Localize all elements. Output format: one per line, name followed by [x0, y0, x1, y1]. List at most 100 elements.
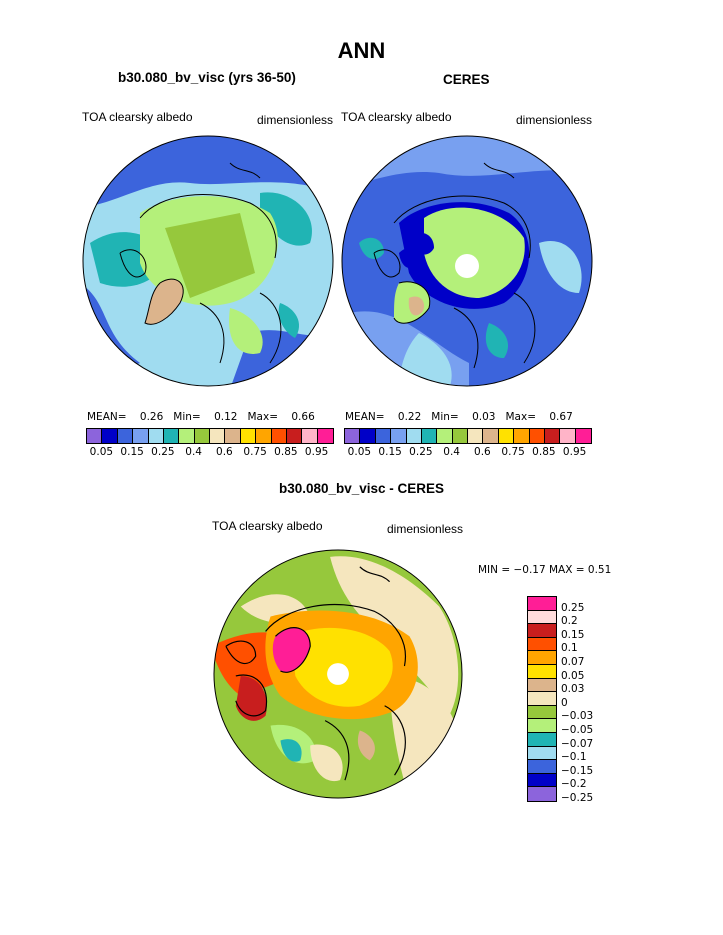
colorbar-swatch	[528, 624, 556, 638]
colorbar-tick-label: 0.4	[443, 446, 460, 458]
colorbar-tick-label: 0.25	[561, 601, 585, 614]
panel1-units-label: dimensionless	[257, 113, 334, 127]
colorbar-tick-label: 0.05	[89, 446, 114, 458]
panel1-case-title: b30.080_bv_visc (yrs 36-50)	[118, 70, 296, 85]
panel2-mean-value: 0.22	[397, 411, 422, 423]
panel2-max-value: 0.67	[549, 411, 573, 423]
panel3-case-title: b30.080_bv_visc - CERES	[278, 481, 445, 496]
colorbar-swatch	[528, 651, 556, 665]
colorbar-swatch	[483, 429, 499, 443]
colorbar-swatch	[529, 429, 545, 443]
colorbar-tick-label: 0.25	[151, 446, 175, 458]
colorbar-swatch	[528, 637, 556, 652]
colorbar-swatch	[528, 773, 556, 788]
colorbar-tick-label: 0.4	[185, 446, 202, 458]
panel2-mean-label: MEAN=	[345, 411, 385, 423]
colorbar-tick-label: 0.85	[532, 446, 556, 458]
colorbar-swatch	[544, 429, 561, 443]
panel2-stats: MEAN= 0.22 Min= 0.03 Max= 0.67	[345, 411, 573, 423]
colorbar-swatch	[528, 597, 556, 611]
colorbar-tick-label: 0.07	[561, 656, 585, 668]
colorbar-tick-label: 0.05	[561, 669, 585, 682]
panel2-variable-label: TOA clearsky albedo	[341, 110, 452, 124]
colorbar-swatch	[528, 760, 556, 774]
colorbar-tick-label: −0.05	[561, 724, 594, 736]
colorbar-swatch	[117, 429, 134, 443]
panel1-min-label: Min=	[173, 411, 201, 423]
panel1-min-value: 0.12	[214, 411, 238, 423]
panel1-mean-value: 0.26	[139, 411, 164, 423]
colorbar-tick-label: 0.03	[561, 683, 585, 696]
panel2-units-label: dimensionless	[516, 113, 593, 127]
colorbar-swatch	[271, 429, 287, 443]
colorbar-swatch	[528, 787, 556, 801]
colorbar-tick-label: 0.75	[243, 446, 267, 458]
colorbar-swatch	[560, 429, 576, 443]
panel2-min-label: Min=	[431, 411, 459, 423]
colorbar-swatch	[256, 429, 272, 443]
colorbar-swatch	[528, 746, 556, 761]
colorbar-tick-label: 0.1	[561, 642, 578, 655]
colorbar-tick-label: 0.15	[561, 628, 585, 641]
colorbar-swatch	[498, 429, 515, 443]
colorbar-tick-label: 0	[561, 696, 568, 709]
colorbar-swatch	[528, 678, 556, 693]
colorbar-tick-label: 0.85	[274, 446, 298, 458]
colorbar-swatch	[179, 429, 195, 443]
panel3-colorbar	[527, 596, 557, 802]
panel2-min-value: 0.03	[472, 411, 496, 423]
panel3-polar-map	[213, 549, 463, 799]
colorbar-swatch	[210, 429, 226, 443]
colorbar-tick-label: 0.25	[409, 446, 433, 458]
colorbar-tick-label: 0.15	[120, 446, 144, 458]
colorbar-swatch	[468, 429, 484, 443]
colorbar-tick-label: 0.95	[562, 446, 587, 458]
colorbar-swatch	[133, 429, 149, 443]
colorbar-tick-label: 0.95	[304, 446, 329, 458]
panel1-stats: MEAN= 0.26 Min= 0.12 Max= 0.66	[87, 411, 315, 423]
colorbar-tick-label: 0.75	[501, 446, 525, 458]
colorbar-tick-label: −0.07	[561, 737, 594, 750]
colorbar-swatch	[528, 610, 556, 625]
colorbar-tick-label: −0.15	[561, 764, 594, 777]
colorbar-swatch	[437, 429, 453, 443]
colorbar-swatch	[514, 429, 530, 443]
panel2-max-label: Max=	[505, 411, 537, 423]
colorbar-swatch	[240, 429, 257, 443]
colorbar-tick-label: −0.03	[561, 710, 594, 723]
panel3-units-label: dimensionless	[387, 522, 464, 536]
panel1-polar-map	[82, 135, 334, 387]
colorbar-swatch	[360, 429, 376, 443]
panel2-case-title: CERES	[443, 72, 490, 87]
panel1-colorbar	[86, 428, 334, 444]
panel2-polar-map	[341, 135, 593, 387]
panel2-colorbar	[344, 428, 592, 444]
colorbar-tick-label: 0.2	[561, 615, 578, 628]
panel3-minmax: MIN = −0.17 MAX = 0.51	[478, 564, 612, 576]
colorbar-swatch	[102, 429, 118, 443]
colorbar-tick-label: −0.25	[561, 792, 594, 804]
colorbar-tick-label: 0.05	[347, 446, 372, 458]
colorbar-swatch	[194, 429, 210, 443]
panel1-variable-label: TOA clearsky albedo	[82, 110, 193, 124]
colorbar-swatch	[528, 705, 556, 720]
colorbar-swatch	[528, 719, 556, 733]
colorbar-swatch	[317, 429, 333, 443]
panel1-max-label: Max=	[247, 411, 279, 423]
panel1-max-value: 0.66	[291, 411, 315, 423]
panel1-mean-label: MEAN=	[87, 411, 127, 423]
colorbar-tick-label: −0.2	[561, 778, 587, 791]
colorbar-swatch	[528, 692, 556, 706]
colorbar-swatch	[528, 664, 556, 679]
colorbar-swatch	[302, 429, 318, 443]
colorbar-swatch	[163, 429, 180, 443]
colorbar-swatch	[575, 429, 591, 443]
colorbar-swatch	[452, 429, 468, 443]
colorbar-swatch	[148, 429, 164, 443]
colorbar-swatch	[87, 429, 103, 443]
panel3-variable-label: TOA clearsky albedo	[212, 519, 323, 533]
figure-title: ANN	[337, 38, 386, 63]
colorbar-swatch	[528, 732, 556, 747]
colorbar-tick-label: −0.1	[561, 751, 587, 764]
colorbar-tick-label: 0.6	[216, 446, 233, 458]
